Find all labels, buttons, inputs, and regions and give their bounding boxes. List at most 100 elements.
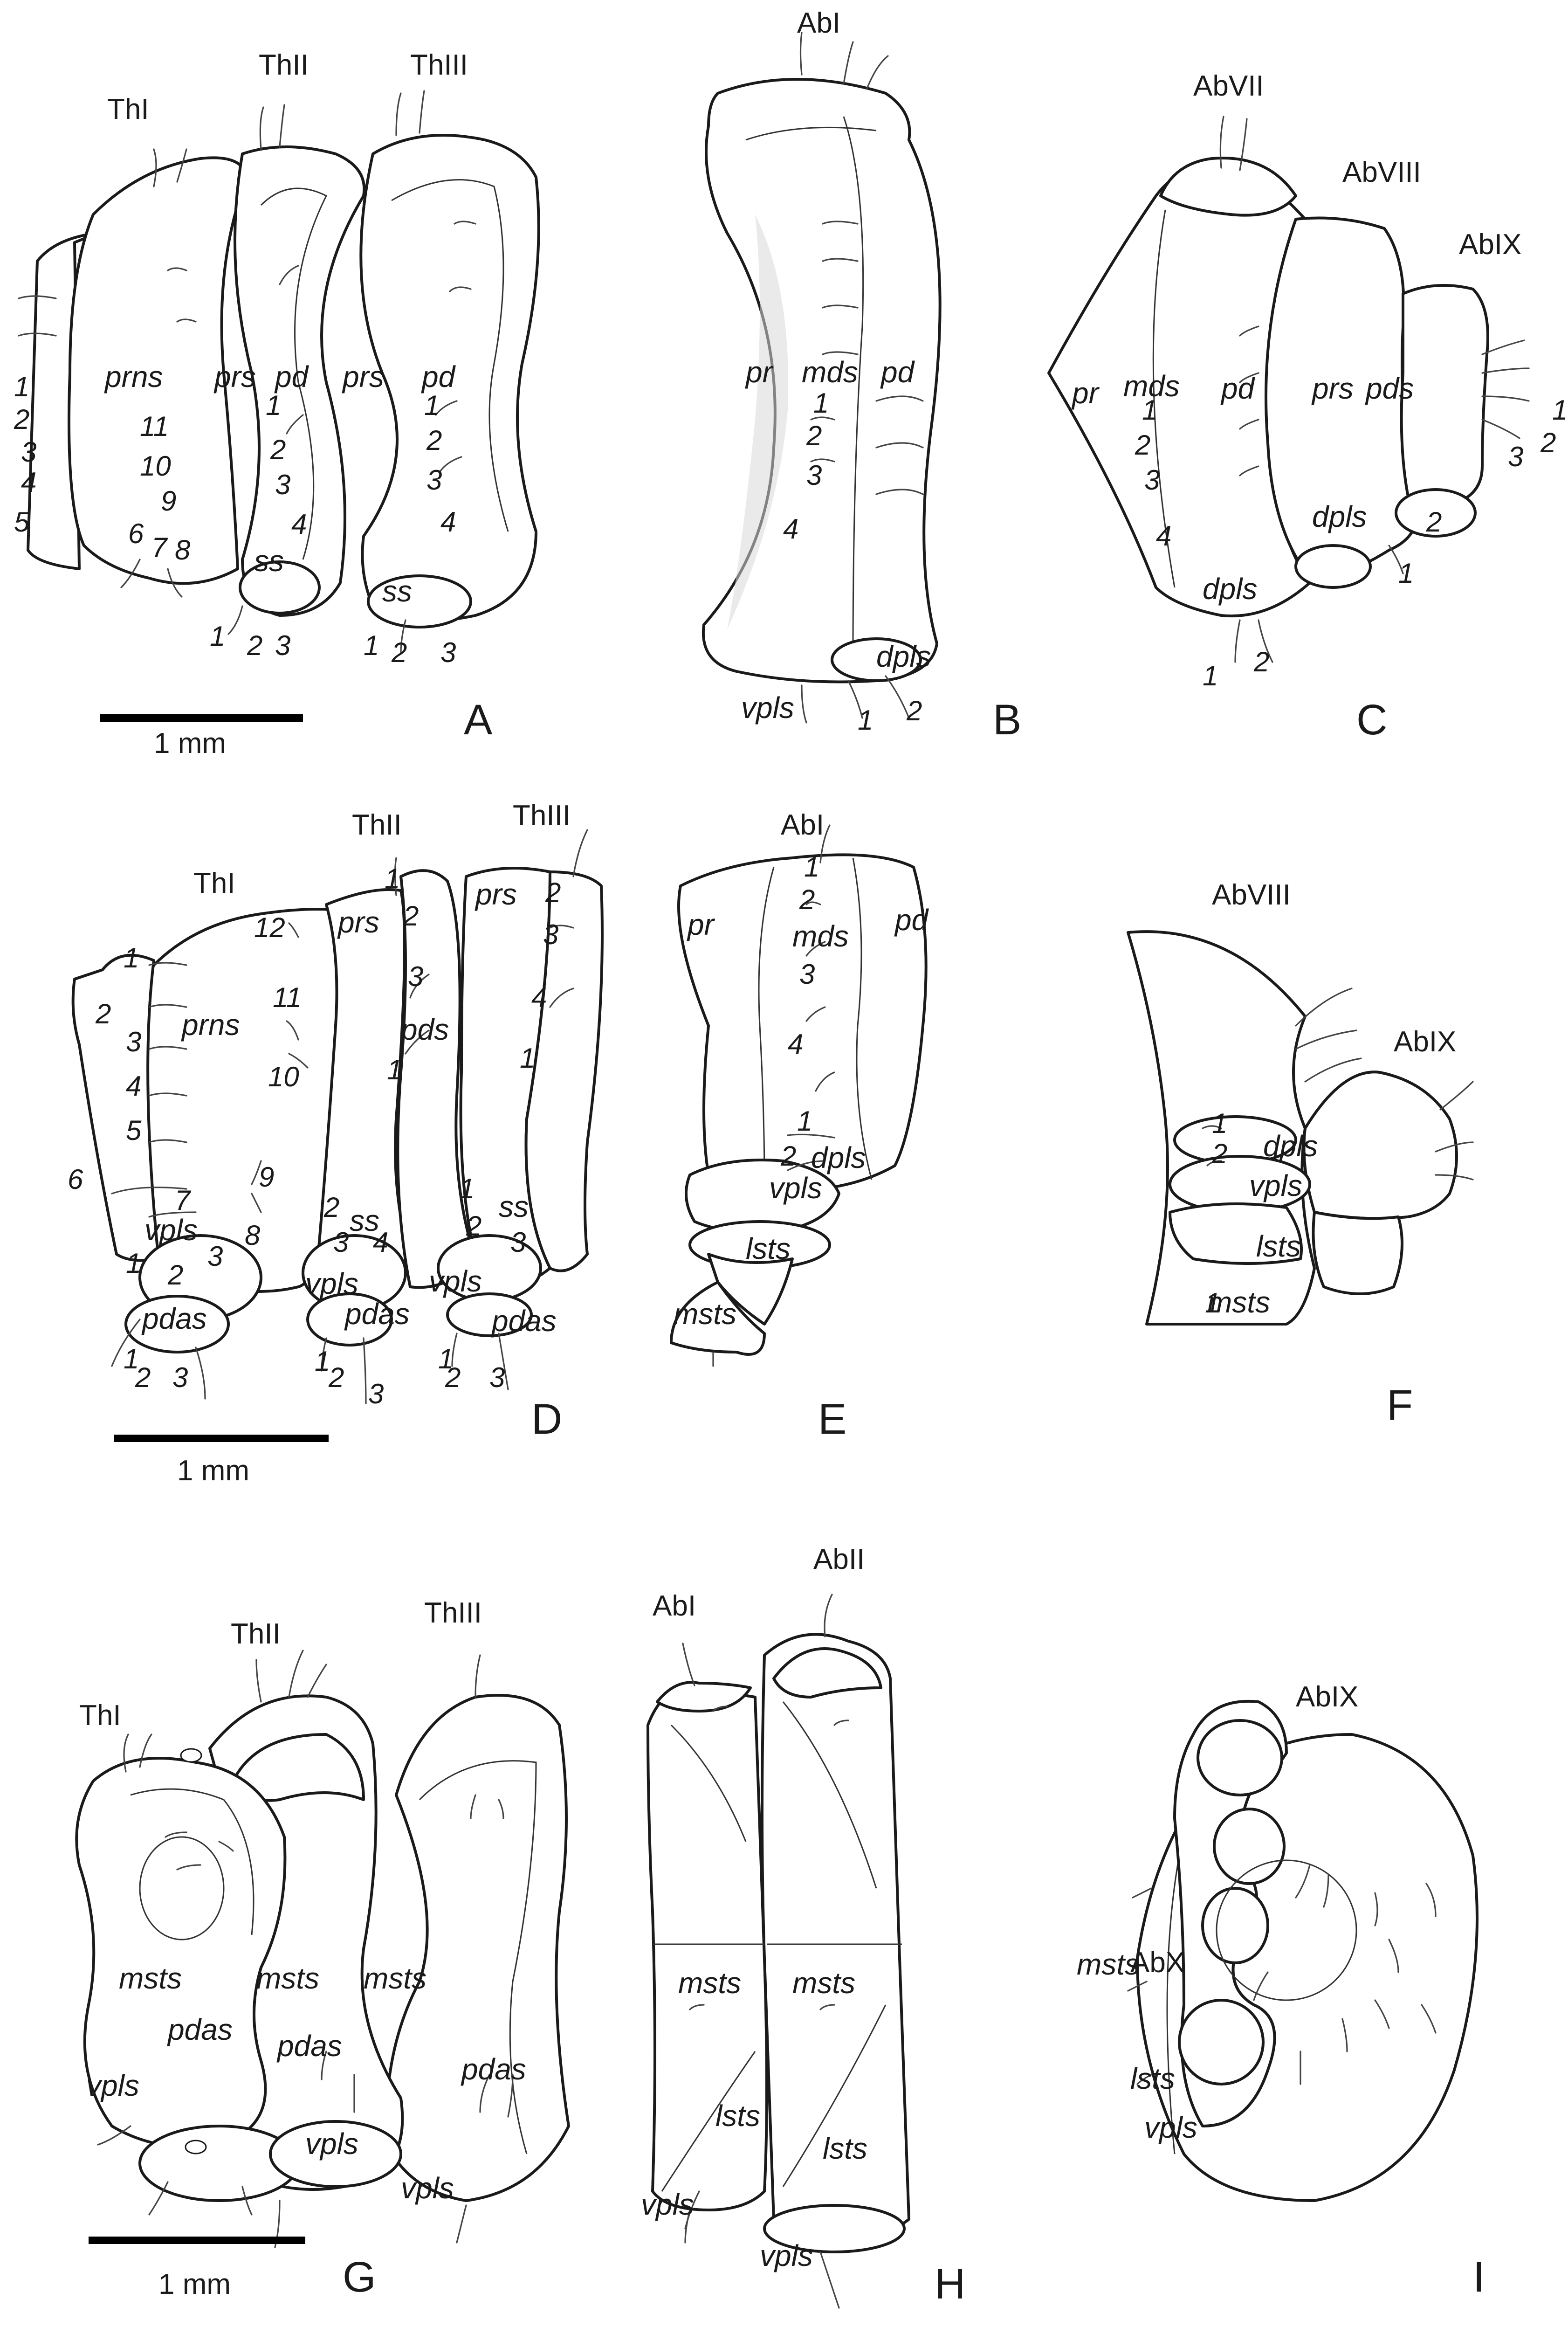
region-label: vpls [760,2239,813,2272]
region-label: pd [274,360,309,394]
seta-number: 7 [175,1185,192,1216]
panel-letter-b: B [993,696,1021,744]
region-label: lsts [1256,1229,1301,1263]
seta-number: 2 [323,1192,339,1223]
seg-label-thiii: ThIII [513,800,571,832]
seg-label-abvii: AbVII [1193,70,1264,102]
seta-number: 2 [1540,427,1556,458]
seg-label-abviii: AbVIII [1342,156,1421,188]
abi-div-e [758,867,775,1185]
panel-letter-c: C [1356,696,1387,744]
panel-c: AbVII AbVIII AbIX pr mds pd prs pds dpls… [1047,70,1568,744]
seta-number: 5 [14,506,30,538]
abi-diag-h [670,1724,747,1842]
seta-number: 3 [543,919,558,950]
seta-number: 4 [373,1227,388,1258]
seg-label-abi: AbI [781,809,824,841]
thi-inner-g [130,1788,254,1935]
pdas-lobe-d2 [306,1292,393,1346]
seta-number: 1 [266,390,281,421]
setae-e [712,824,835,1367]
thiii-body-a [359,134,540,622]
seta-number: 1 [858,704,873,736]
seta-number: 2 [799,884,815,915]
seta-number: 4 [126,1070,141,1102]
panel-letter-g: G [343,2253,376,2301]
seta-number: 3 [489,1362,505,1393]
region-label: dpls [811,1141,866,1174]
seta-number: 5 [126,1115,142,1146]
abi-inner-b [745,126,877,141]
seta-number: 2 [545,877,561,908]
seta-number: 6 [68,1164,83,1195]
abix-body-c [1400,284,1489,506]
seta-number: 11 [140,411,169,442]
region-label: pd [894,903,929,937]
seta-number: 2 [270,434,286,465]
region-label: vpls [305,2127,358,2161]
region-label: mds [802,355,858,389]
region-label: vpls [401,2171,454,2205]
abviii-dpls-c [1294,544,1372,589]
region-label: vpls [769,1171,822,1205]
seta-number: 3 [426,464,442,496]
seta-number: 1 [1203,660,1218,691]
region-label: mds [1123,369,1180,403]
abx-lobe-mid-i [1213,1808,1286,1885]
region-label: pr [745,355,774,389]
thi-lobe-a [27,232,99,570]
seg-label-thii: ThII [231,1618,281,1650]
region-label: vpls [1249,1169,1302,1202]
seta-number: 1 [797,1105,812,1137]
setae-g [97,1650,514,2248]
seg-label-abviii: AbVIII [1212,879,1291,911]
abi-lobe-h [656,1681,752,1712]
seta-number: 3 [126,1026,141,1057]
abvii-inner-c [1152,209,1176,588]
setae-b [799,32,924,724]
seta-number: 1 [210,621,225,652]
region-label: vpls [305,1267,358,1300]
seta-number: 1 [364,630,379,661]
pdas-lobe-d3 [446,1292,533,1337]
seta-number: 2 [328,1362,344,1393]
panel-letter-i: I [1473,2253,1485,2301]
region-label: msts [119,1961,182,1995]
panel-i: AbIX AbX msts lsts vpls I [1077,1681,1485,2301]
seta-number: 3 [275,469,290,500]
seta-number: 2 [391,637,407,668]
region-label: vpls [641,2188,694,2221]
seta-number: 1 [14,371,29,402]
thi-body-a [68,156,248,585]
region-label: pdas [344,1297,410,1331]
thii-inner-a [260,187,328,560]
ss-lobe-a2 [367,574,472,628]
region-label: dpls [1312,500,1367,533]
seta-number: 2 [1135,429,1150,461]
seta-number: 4 [788,1029,803,1060]
seta-number: 1 [424,390,440,421]
seta-number: 4 [531,982,547,1013]
region-label: vpls [86,2069,139,2102]
seta-number: 3 [510,1227,526,1258]
seta-number: 3 [1144,464,1160,496]
abi-body-h [646,1686,768,2211]
seta-number: 10 [140,450,171,482]
seta-number: 2 [403,900,419,932]
seta-number: 2 [806,420,822,451]
thi-body-g [75,1757,287,2148]
abi-diag2-h [661,2051,756,2192]
region-label: prns [181,1008,240,1042]
seta-number: 7 [151,532,168,563]
seta-number: 3 [1508,441,1523,472]
thii-body-a [234,145,366,617]
seg-label-thii: ThII [352,809,402,841]
region-label: prs [475,877,517,911]
seta-number: 4 [291,509,307,540]
region-label: prs [342,360,384,394]
seta-number: 2 [466,1210,481,1242]
seg-label-abi: AbI [653,1590,696,1622]
ss-lobe-a1 [239,560,321,615]
panel-letter-f: F [1387,1381,1413,1429]
abii-diag-h [782,1701,877,1889]
